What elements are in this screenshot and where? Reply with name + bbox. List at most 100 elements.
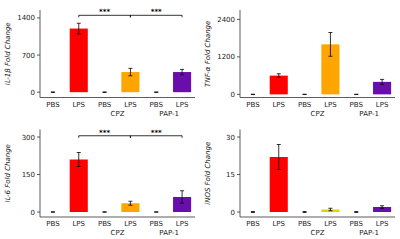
group-label: CPZ bbox=[311, 229, 325, 237]
plot-area bbox=[251, 33, 391, 95]
error-cap bbox=[328, 208, 332, 209]
error-bar bbox=[251, 94, 255, 95]
error-cap bbox=[77, 33, 81, 34]
y-tick bbox=[237, 137, 240, 138]
y-tick-label: 1200 bbox=[217, 53, 235, 61]
error-stem bbox=[278, 74, 279, 78]
error-cap bbox=[103, 212, 107, 213]
error-bar bbox=[277, 74, 281, 78]
x-tick-label: PBS bbox=[46, 220, 60, 228]
error-bar bbox=[103, 211, 107, 213]
y-tick-label: 150 bbox=[22, 171, 35, 179]
x-tick-label: PBS bbox=[246, 220, 260, 228]
y-tick-label: 30 bbox=[226, 134, 235, 142]
error-cap bbox=[128, 201, 132, 202]
error-cap bbox=[328, 56, 332, 57]
y-axis-label: iNOS Fold Change bbox=[204, 142, 212, 205]
bar bbox=[173, 72, 191, 92]
y-tick bbox=[37, 17, 40, 18]
error-bar bbox=[328, 33, 332, 57]
error-bar bbox=[251, 212, 255, 213]
x-tick-label: PBS bbox=[298, 220, 312, 228]
error-cap bbox=[251, 211, 255, 212]
error-bar bbox=[303, 94, 307, 95]
error-cap bbox=[303, 211, 307, 212]
bar bbox=[44, 212, 62, 213]
y-tick-label: 300 bbox=[22, 134, 35, 142]
figure: 07001400IL-1β Fold ChangePBSLPSPBSLPSPBS… bbox=[0, 0, 400, 239]
y-tick bbox=[237, 94, 240, 95]
error-stem bbox=[130, 68, 131, 75]
error-cap bbox=[103, 211, 107, 212]
error-cap bbox=[380, 205, 384, 206]
y-tick bbox=[37, 92, 40, 93]
x-tick-label: PBS bbox=[46, 101, 60, 109]
error-bar bbox=[103, 91, 107, 93]
y-axis-label: IL-1β Fold Change bbox=[4, 22, 12, 85]
error-cap bbox=[251, 94, 255, 95]
x-tick-label: PBS bbox=[150, 101, 164, 109]
y-tick bbox=[37, 137, 40, 138]
group-label: PAP-1 bbox=[159, 110, 179, 118]
bar bbox=[147, 92, 165, 93]
error-cap bbox=[328, 210, 332, 211]
error-cap bbox=[180, 69, 184, 70]
error-cap bbox=[103, 92, 107, 93]
error-bar bbox=[354, 94, 358, 95]
error-cap bbox=[277, 169, 281, 170]
error-cap bbox=[380, 84, 384, 85]
error-bar bbox=[154, 211, 158, 213]
x-tick-label: LPS bbox=[124, 220, 137, 228]
error-cap bbox=[77, 152, 81, 153]
error-cap bbox=[51, 92, 55, 93]
error-stem bbox=[278, 145, 279, 170]
error-cap bbox=[354, 211, 358, 212]
y-tick bbox=[37, 55, 40, 56]
panel: 0150300IL-6 Fold ChangePBSLPSPBSLPSPBSLP… bbox=[4, 129, 195, 237]
x-tick-label: LPS bbox=[72, 101, 85, 109]
error-bar bbox=[380, 79, 384, 84]
error-cap bbox=[303, 212, 307, 213]
y-axis-label: IL-6 Fold Change bbox=[4, 144, 12, 202]
error-stem bbox=[78, 153, 79, 167]
error-cap bbox=[251, 212, 255, 213]
error-cap bbox=[251, 94, 255, 95]
y-tick-label: 2400 bbox=[217, 16, 235, 24]
group-label: CPZ bbox=[111, 229, 125, 237]
error-cap bbox=[180, 203, 184, 204]
error-cap bbox=[277, 73, 281, 74]
error-cap bbox=[51, 212, 55, 213]
significance-label: *** bbox=[151, 8, 162, 16]
y-axis-label: TNF-α Fold Change bbox=[204, 21, 212, 87]
bar bbox=[347, 212, 365, 213]
bar bbox=[244, 212, 262, 213]
y-tick-label: 0 bbox=[231, 209, 235, 217]
x-tick-label: PBS bbox=[350, 220, 364, 228]
error-stem bbox=[182, 191, 183, 204]
error-bar bbox=[277, 145, 281, 170]
x-tick-label: LPS bbox=[124, 101, 137, 109]
error-bar bbox=[154, 91, 158, 93]
x-axis bbox=[240, 97, 395, 98]
x-tick-label: LPS bbox=[376, 101, 389, 109]
panel: 07001400IL-1β Fold ChangePBSLPSPBSLPSPBS… bbox=[4, 8, 195, 117]
y-tick bbox=[237, 212, 240, 213]
significance-label: *** bbox=[151, 129, 162, 137]
group-label: CPZ bbox=[311, 110, 325, 118]
error-bar bbox=[303, 212, 307, 213]
error-bar bbox=[77, 153, 81, 167]
error-bar bbox=[128, 68, 132, 75]
group-label: PAP-1 bbox=[359, 229, 379, 237]
error-cap bbox=[303, 94, 307, 95]
group-label: PAP-1 bbox=[159, 229, 179, 237]
error-cap bbox=[51, 91, 55, 92]
y-tick-label: 0 bbox=[231, 91, 235, 99]
x-tick-label: LPS bbox=[272, 101, 285, 109]
y-axis bbox=[240, 10, 241, 98]
plot-area bbox=[251, 145, 391, 213]
y-axis bbox=[40, 10, 41, 98]
error-stem bbox=[130, 201, 131, 205]
error-cap bbox=[277, 144, 281, 145]
error-cap bbox=[328, 32, 332, 33]
y-tick-label: 0 bbox=[31, 209, 35, 217]
